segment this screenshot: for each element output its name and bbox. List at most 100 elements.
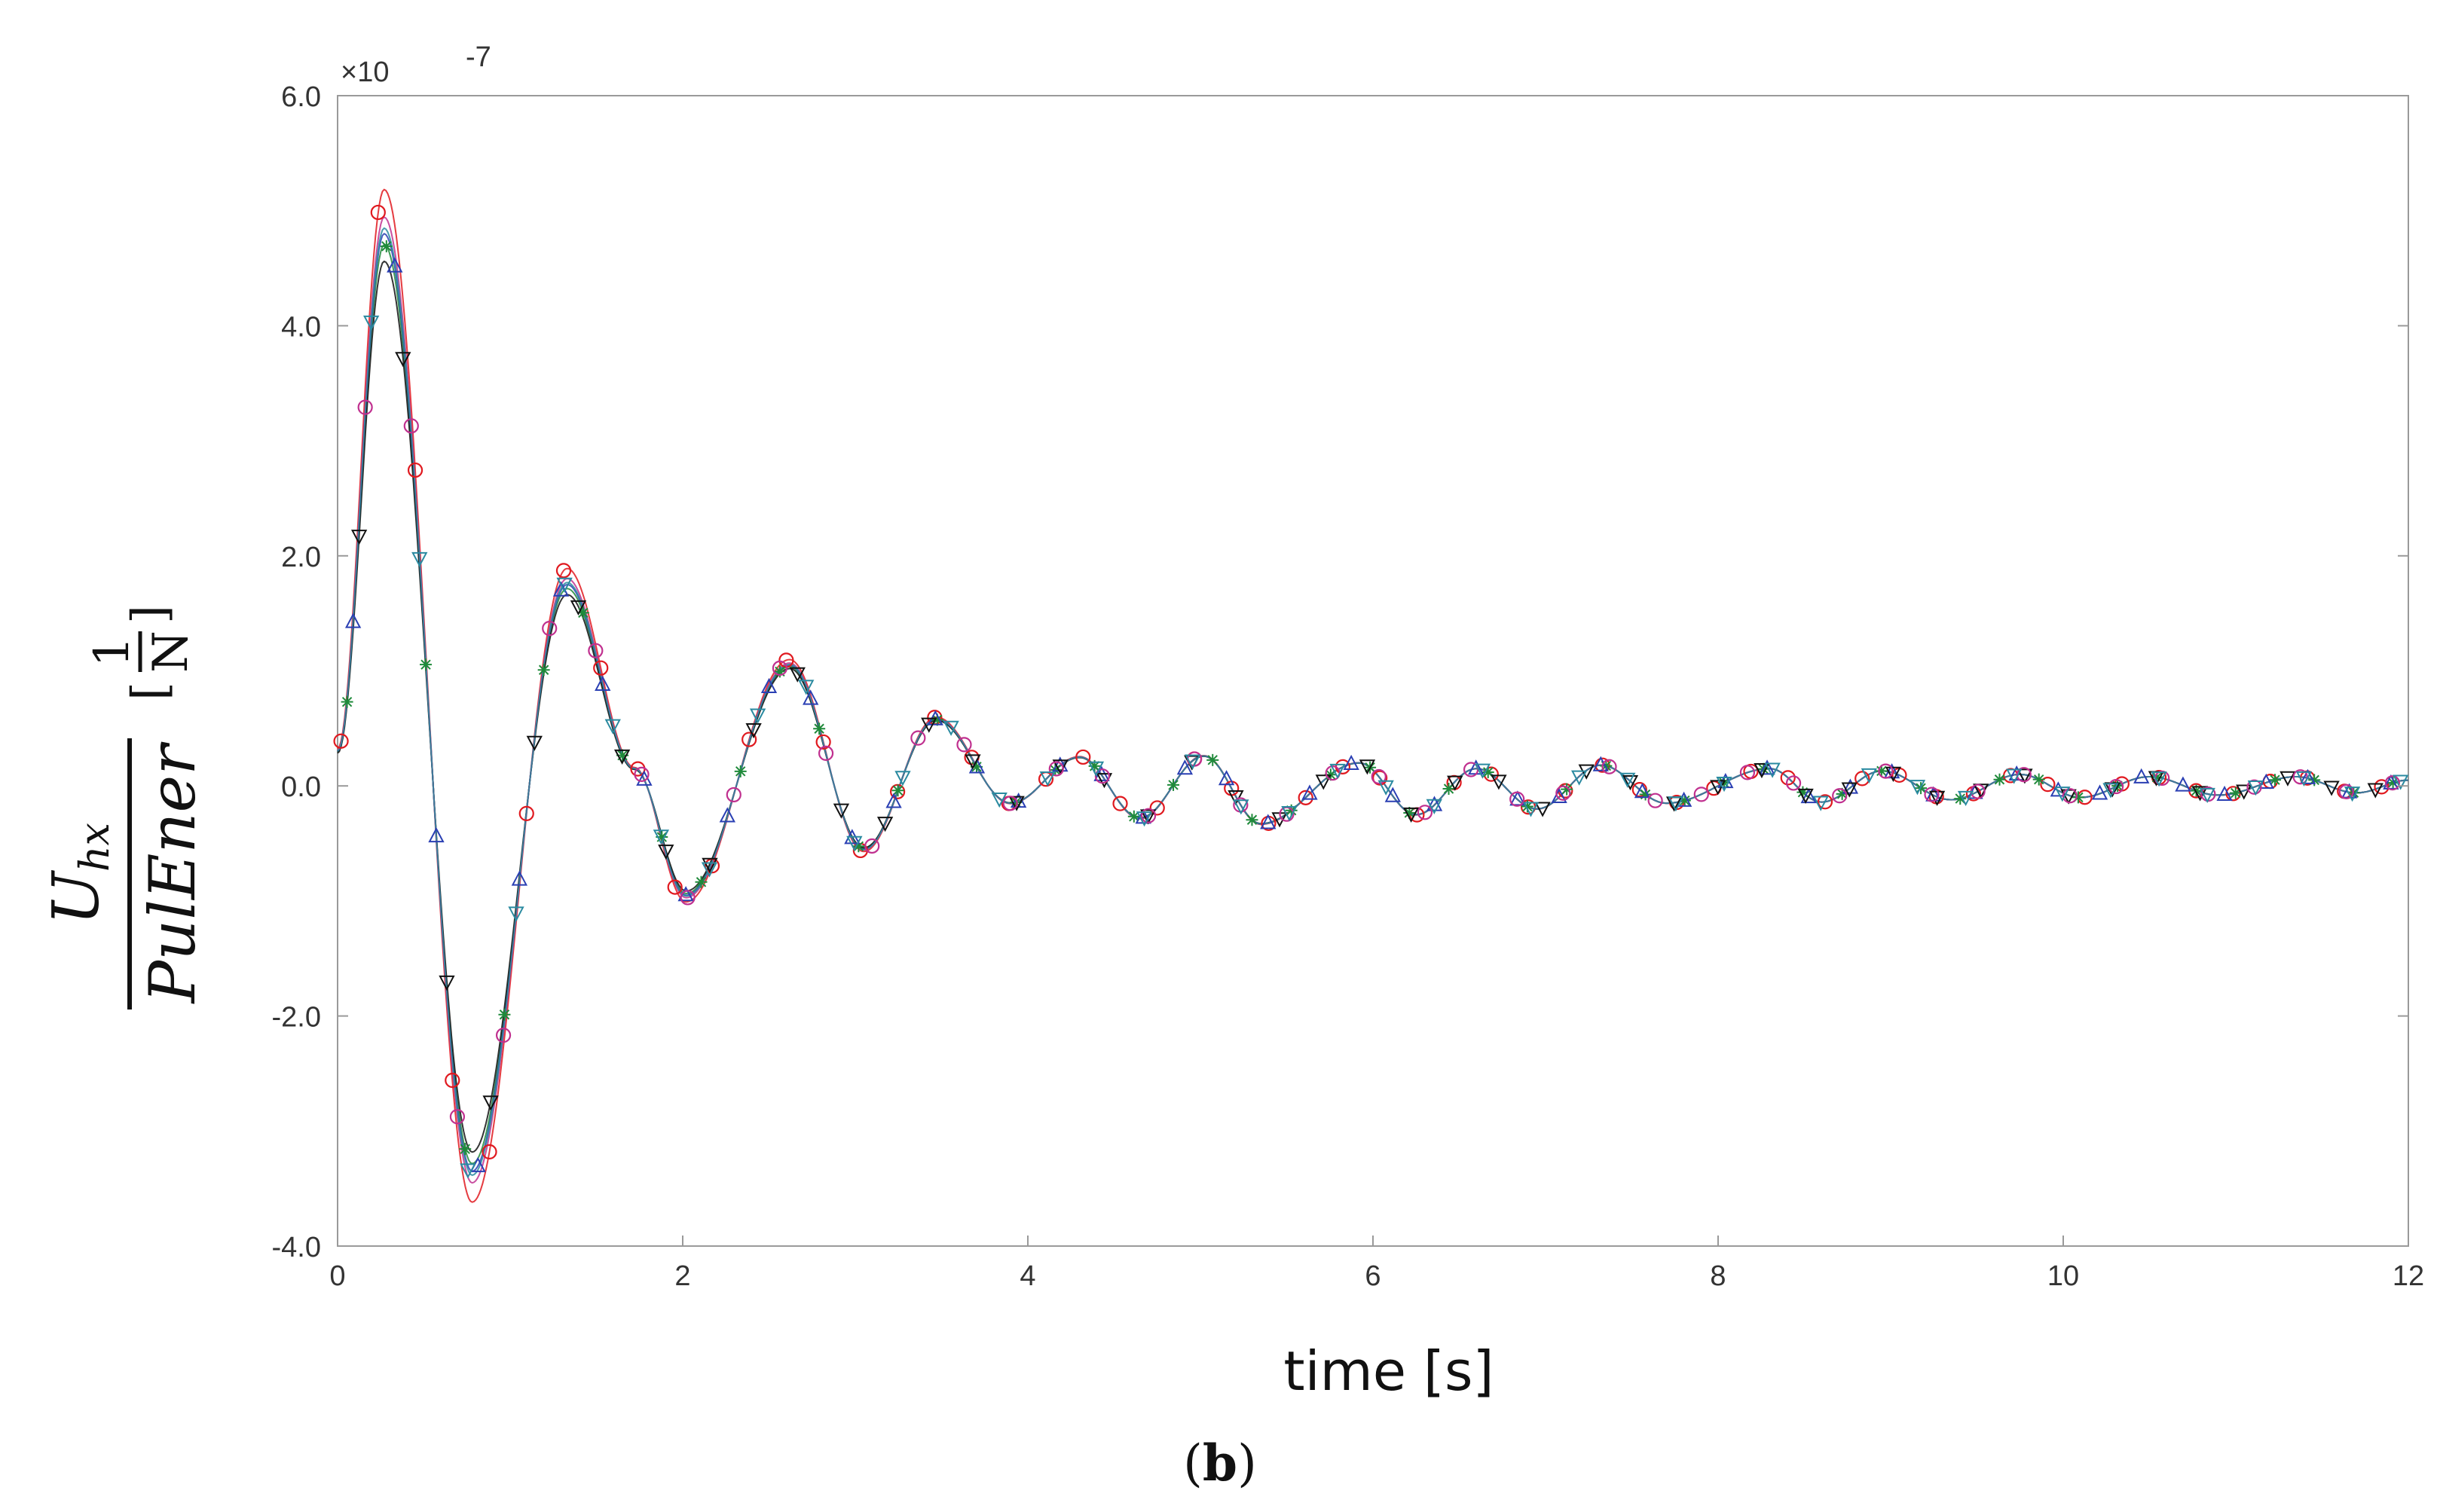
data-marker — [552, 581, 570, 597]
y-tick-label: -2.0 — [272, 1002, 321, 1034]
data-marker — [2108, 778, 2124, 795]
data-marker — [965, 754, 981, 770]
data-marker — [1739, 765, 1756, 780]
data-marker — [921, 717, 937, 733]
data-marker — [634, 766, 650, 782]
data-marker — [1710, 780, 1726, 796]
data-marker — [1841, 782, 1858, 798]
data-marker — [1875, 765, 1888, 777]
data-marker — [428, 827, 445, 843]
data-marker — [2016, 767, 2032, 783]
data-marker — [2175, 776, 2191, 792]
y-tick-label: 2.0 — [281, 542, 321, 573]
y-label-numerator-var: U — [39, 869, 113, 925]
data-marker — [341, 695, 353, 708]
y-tick-label: 6.0 — [281, 81, 321, 113]
data-marker — [2393, 774, 2409, 790]
data-marker — [798, 680, 815, 695]
data-marker — [1140, 808, 1157, 823]
y-tick-label: -4.0 — [272, 1232, 321, 1263]
y-axis-label: Uhx PulEner [ 1 N ] — [39, 605, 209, 1010]
data-marker — [542, 621, 558, 637]
data-marker — [460, 1163, 476, 1179]
data-marker — [1087, 761, 1105, 777]
data-marker — [1139, 809, 1157, 825]
data-marker — [1167, 778, 1180, 791]
data-marker — [1039, 771, 1056, 787]
data-marker — [876, 817, 894, 832]
data-marker — [1909, 780, 1926, 796]
data-marker — [2102, 783, 2119, 799]
data-marker — [1796, 786, 1809, 799]
data-marker — [1359, 759, 1376, 775]
y-tick-label: 4.0 — [281, 311, 321, 343]
data-marker — [387, 257, 403, 273]
data-marker — [1993, 773, 2006, 786]
data-marker — [2247, 780, 2264, 796]
data-marker — [803, 689, 819, 705]
data-marker — [1836, 787, 1848, 800]
data-marker — [1343, 754, 1359, 770]
y-label-numerator: Uhx — [39, 823, 118, 925]
data-marker — [1088, 759, 1101, 772]
data-marker — [1754, 763, 1770, 779]
data-marker — [1377, 780, 1394, 796]
data-marker — [2323, 780, 2340, 796]
data-marker — [719, 807, 735, 823]
data-marker — [2229, 787, 2242, 799]
data-marker — [370, 204, 386, 221]
data-marker — [616, 749, 629, 762]
data-marker — [439, 975, 455, 991]
data-marker — [1600, 759, 1613, 772]
data-marker — [1832, 788, 1848, 804]
data-marker — [2367, 783, 2383, 799]
data-marker — [943, 720, 959, 736]
data-marker — [1185, 754, 1201, 770]
data-marker — [2006, 768, 2023, 784]
data-marker — [1957, 790, 1974, 807]
data-marker — [2308, 774, 2321, 787]
data-marker — [1075, 749, 1091, 765]
data-marker — [1010, 796, 1023, 809]
data-marker — [891, 784, 904, 797]
data-marker — [2062, 788, 2078, 804]
data-marker — [411, 551, 428, 567]
data-marker — [815, 734, 831, 750]
data-marker — [570, 600, 587, 616]
data-marker — [1861, 768, 1878, 783]
data-marker — [1764, 762, 1781, 778]
data-marker — [1136, 811, 1153, 827]
data-marker — [818, 745, 834, 762]
data-marker — [680, 890, 696, 906]
y-unit-close-bracket: ] — [122, 605, 178, 624]
data-marker — [2190, 784, 2203, 797]
data-marker — [1008, 796, 1025, 811]
data-marker — [1094, 768, 1111, 784]
data-marker — [2199, 787, 2215, 803]
data-marker — [1619, 772, 1636, 788]
y-exponent: -7 — [466, 41, 491, 73]
data-marker — [2246, 779, 2262, 795]
data-marker — [2384, 775, 2401, 791]
data-marker — [1426, 799, 1442, 814]
data-marker — [403, 418, 419, 434]
data-marker — [749, 708, 766, 724]
data-marker — [2091, 784, 2108, 800]
data-marker — [613, 749, 631, 765]
data-marker — [656, 831, 668, 844]
data-marker — [445, 1072, 460, 1089]
data-marker — [556, 577, 573, 593]
data-marker — [894, 771, 911, 787]
y-unit-open-bracket: [ — [122, 682, 178, 701]
data-marker — [526, 735, 543, 751]
x-tick-label: 2 — [674, 1260, 690, 1292]
caption-letter: b — [1203, 1434, 1237, 1492]
data-marker — [813, 722, 826, 735]
data-marker — [2072, 791, 2084, 804]
data-marker — [2054, 787, 2071, 802]
data-marker — [1780, 770, 1796, 786]
data-marker — [588, 643, 604, 658]
data-marker — [1570, 770, 1588, 786]
data-marker — [667, 879, 683, 895]
data-marker — [1426, 796, 1443, 811]
